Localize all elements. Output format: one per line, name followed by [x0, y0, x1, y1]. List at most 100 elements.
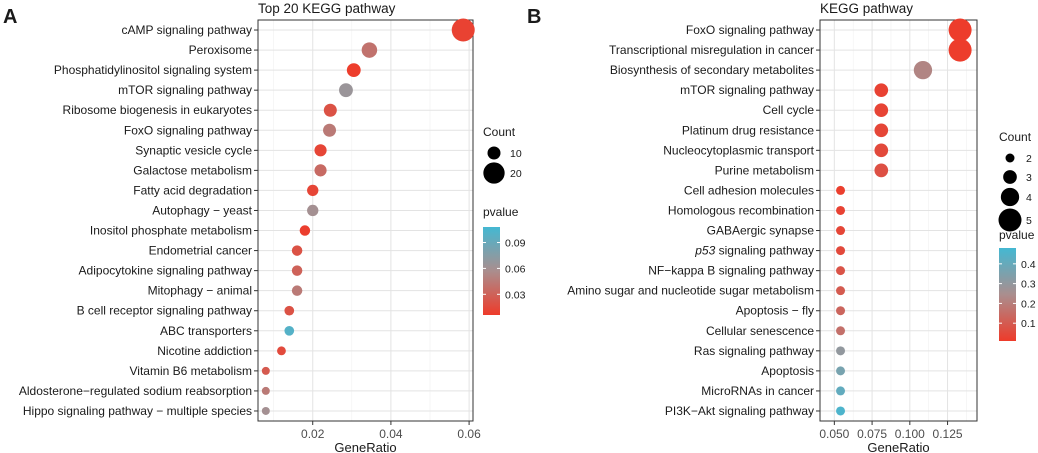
panel-b-letter: B	[527, 6, 541, 28]
panel-a-x-tick-label: 0.04	[379, 427, 403, 441]
panel-b-data-point	[836, 246, 846, 256]
panel-b-category-label: Cell adhesion molecules	[684, 183, 814, 197]
panel-b-category-label: Platinum drug resistance	[682, 123, 814, 137]
panel-b-size-legend-dot	[998, 208, 1022, 232]
panel-b-category-label: Apoptosis − fly	[736, 304, 814, 318]
panel-a-data-point	[299, 225, 311, 236]
panel-a-size-legend-title: Count	[483, 125, 516, 139]
panel-b-x-tick-label: 0.050	[819, 427, 849, 441]
panel-b-category-label: Purine metabolism	[715, 163, 814, 177]
panel-b-category-label: Nucleocytoplasmic transport	[663, 143, 814, 157]
panel-b-size-legend-dot	[1005, 153, 1015, 163]
panel-b-category-label: Biosynthesis of secondary metabolites	[610, 63, 814, 77]
panel-a-category-label: Phosphatidylinositol signaling system	[54, 63, 252, 77]
panel-a-category-label: Synaptic vesicle cycle	[135, 143, 252, 157]
panel-a-category-label: cAMP signaling pathway	[121, 23, 252, 37]
panel-b-category-label: Apoptosis	[761, 364, 814, 378]
panel-b-data-point	[874, 83, 889, 98]
panel-a-data-point	[314, 164, 327, 177]
panel-a-data-point	[361, 42, 378, 58]
panel-a-size-legend-dot	[487, 146, 501, 160]
panel-a-category-label: B cell receptor signaling pathway	[77, 304, 252, 318]
panel-a-category-label: Vitamin B6 metabolism	[130, 364, 253, 378]
panel-a-letter: A	[3, 6, 17, 28]
panel-b-size-legend-label: 5	[1026, 215, 1032, 227]
panel-b-data-point	[874, 143, 889, 158]
panel-b-data-point	[836, 386, 846, 396]
panel-a-size-legend-label: 20	[510, 168, 522, 180]
panel-a-category-label: Hippo signaling pathway − multiple speci…	[23, 404, 252, 418]
panel-b-category-label: mTOR signaling pathway	[680, 83, 814, 97]
panel-a-color-legend-label: 0.09	[505, 238, 526, 250]
panel-b-panel-border	[819, 19, 978, 422]
panel-b-color-legend-label: 0.4	[1021, 259, 1036, 271]
panel-a-category-label: FoxO signaling pathway	[124, 123, 252, 137]
panel-a-category-label: Inositol phosphate metabolism	[90, 224, 252, 238]
panel-a-color-legend-label: 0.03	[505, 289, 526, 301]
panel-b-category-label: Amino sugar and nucleotide sugar metabol…	[567, 284, 814, 298]
panel-a-data-point	[451, 18, 475, 42]
panel-b-data-point	[836, 366, 846, 376]
panel-b-data-point	[836, 226, 846, 236]
panel-b: B KEGG pathway FoxO signaling pathway Tran…	[527, 1, 1036, 453]
panel-b-category-label: GABAergic synapse	[707, 224, 815, 238]
panel-b-data-point	[913, 60, 933, 80]
panel-a-data-point	[291, 245, 303, 256]
panel-b-data-point	[836, 306, 846, 316]
panel-a: A Top 20 KEGG pathway cAMP signaling path…	[3, 1, 526, 453]
panel-b-size-legend-label: 4	[1026, 192, 1032, 204]
panel-b-color-legend-label: 0.2	[1021, 298, 1036, 310]
panel-a-category-label: Peroxisome	[189, 43, 253, 57]
panel-a-data-point	[277, 346, 286, 356]
panel-b-color-legend-label: 0.3	[1021, 279, 1036, 291]
panel-a-size-legend-label: 10	[510, 148, 522, 160]
panel-b-category-label: Transcriptional misregulation in cancer	[609, 43, 814, 57]
panel-b-data-point	[874, 103, 889, 118]
panel-a-category-label: ABC transporters	[160, 324, 252, 338]
panel-b-data-point	[836, 286, 846, 296]
panel-a-category-label: Galactose metabolism	[133, 163, 252, 177]
panel-a-data-point	[291, 265, 303, 276]
panel-b-size-legend-dot	[1000, 187, 1020, 207]
panel-a-plot-area	[258, 20, 473, 421]
panel-a-chart-title: Top 20 KEGG pathway	[258, 1, 396, 16]
panel-b-category-label: p53 signaling pathway	[694, 244, 814, 258]
panel-b-x-tick-label: 0.125	[933, 427, 963, 441]
panel-b-data-point	[836, 346, 846, 356]
panel-b-size-legend-label: 3	[1026, 172, 1032, 184]
panel-b-data-point	[836, 406, 846, 416]
panel-b-size-legend-dot	[1003, 170, 1017, 184]
panel-a-category-label: Aldosterone−regulated sodium reabsorptio…	[19, 384, 252, 398]
panel-b-x-axis-label: GeneRatio	[867, 440, 929, 453]
panel-a-x-axis-label: GeneRatio	[334, 440, 396, 453]
panel-b-color-legend-title: pvalue	[999, 228, 1035, 242]
panel-a-color-legend-label: 0.06	[505, 263, 526, 275]
panel-a-data-point	[346, 63, 361, 78]
panel-b-size-legend-label: 2	[1026, 153, 1032, 165]
panel-a-category-label: Autophagy − yeast	[152, 203, 252, 217]
panel-a-data-point	[261, 386, 270, 395]
panel-b-category-label: Cellular senescence	[706, 324, 814, 338]
panel-a-panel-border	[257, 19, 474, 422]
panel-b-x-tick-label: 0.075	[857, 427, 887, 441]
panel-a-data-point	[323, 103, 337, 117]
panel-a-category-label: Adipocytokine signaling pathway	[79, 264, 252, 278]
panel-b-plot-area	[820, 20, 977, 421]
panel-b-color-legend-label: 0.1	[1021, 318, 1036, 330]
panel-b-category-label: Cell cycle	[763, 103, 815, 117]
panel-b-category-label: MicroRNAs in cancer	[701, 384, 814, 398]
panel-a-category-label: Nicotine addiction	[157, 344, 252, 358]
panel-b-color-legend-bar	[999, 248, 1016, 341]
panel-b-data-point	[836, 205, 846, 215]
panel-b-data-point	[836, 185, 846, 195]
panel-b-size-legend-title: Count	[999, 130, 1032, 144]
panel-b-data-point	[948, 38, 972, 62]
panel-a-category-label: Mitophagy − animal	[148, 284, 252, 298]
panel-a-category-label: Endometrial cancer	[149, 244, 252, 258]
panel-a-data-point	[307, 204, 319, 217]
panel-a-data-point	[323, 123, 337, 137]
panel-a-category-label: mTOR signaling pathway	[118, 83, 252, 97]
panel-a-color-legend-bar	[483, 227, 500, 315]
panel-a-x-tick-label: 0.06	[457, 427, 481, 441]
